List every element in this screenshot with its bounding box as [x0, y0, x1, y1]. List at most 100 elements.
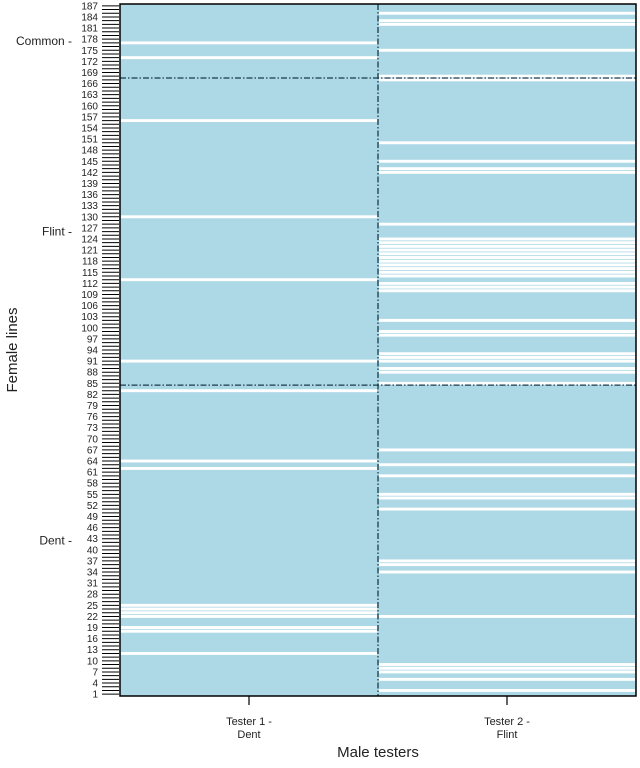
- missing-cell: [379, 259, 635, 263]
- y-tick-label: 43: [87, 534, 99, 545]
- missing-cell: [379, 670, 635, 674]
- missing-cell: [379, 474, 635, 478]
- y-tick-label: 163: [81, 90, 98, 101]
- y-tick-label: 100: [81, 323, 98, 334]
- y-tick-label: 25: [87, 601, 99, 612]
- y-tick-label: 142: [81, 168, 98, 179]
- missing-cell: [121, 459, 377, 463]
- y-tick-label: 70: [87, 434, 99, 445]
- y-tick-label: 7: [92, 667, 98, 678]
- y-tick-label: 181: [81, 24, 98, 35]
- y-tick-label: 40: [87, 545, 99, 556]
- y-tick-label: 175: [81, 46, 98, 57]
- y-tick-label: 148: [81, 146, 98, 157]
- y-tick-label: 28: [87, 590, 99, 601]
- missing-cell: [379, 74, 635, 78]
- missing-cell: [121, 389, 377, 393]
- y-tick-label: 118: [82, 257, 98, 268]
- missing-cell: [379, 19, 635, 23]
- missing-cell: [379, 463, 635, 467]
- y-tick-label: 55: [87, 490, 99, 501]
- y-tick-label: 19: [87, 623, 99, 634]
- y-tick-label: 34: [87, 568, 99, 579]
- y-tick-label: 136: [81, 190, 98, 201]
- missing-cell: [379, 333, 635, 337]
- missing-cell: [379, 141, 635, 145]
- missing-cell: [121, 466, 377, 470]
- missing-cell: [379, 355, 635, 359]
- y-tick-label: 127: [81, 223, 98, 234]
- missing-cell: [121, 119, 377, 123]
- missing-cell: [379, 281, 635, 285]
- group-label: Flint -: [42, 225, 72, 239]
- missing-cell: [379, 274, 635, 278]
- missing-cell: [121, 611, 377, 615]
- y-tick-label: 79: [87, 401, 99, 412]
- plot-frame: [119, 3, 637, 697]
- group-label: Common -: [16, 34, 72, 48]
- missing-cell: [379, 367, 635, 370]
- missing-cell: [379, 167, 635, 171]
- y-tick-label: 157: [81, 112, 98, 123]
- y-tick-label: 76: [87, 412, 99, 423]
- missing-cell: [379, 11, 635, 15]
- x-tick-label: Tester 1 -Dent: [226, 716, 272, 741]
- x-tick-label: Tester 2 -Flint: [484, 716, 530, 741]
- y-tick-label: 82: [87, 390, 99, 401]
- missing-cell: [379, 563, 635, 567]
- missing-cell: [379, 289, 635, 293]
- missing-cell: [379, 370, 635, 374]
- missing-cell: [379, 285, 635, 289]
- missing-cell: [379, 666, 635, 670]
- missing-cell: [379, 237, 635, 241]
- y-tick-label: 10: [87, 656, 99, 667]
- x-axis-title: Male testers: [337, 744, 419, 761]
- y-tick-label: 103: [81, 312, 98, 323]
- missing-cell: [379, 270, 635, 274]
- missing-cell: [121, 56, 377, 60]
- y-tick-label: 31: [87, 579, 99, 590]
- missing-cell: [379, 688, 635, 692]
- y-tick-label: 124: [81, 234, 98, 245]
- missing-cell: [379, 381, 635, 385]
- y-tick-label: 4: [92, 679, 98, 690]
- missing-cell: [379, 170, 635, 174]
- missing-cell: [379, 48, 635, 52]
- missing-cell: [121, 215, 377, 219]
- missing-cell: [379, 359, 635, 363]
- y-tick-label: 37: [87, 556, 99, 567]
- y-tick-label: 73: [87, 423, 99, 434]
- y-tick-label: 22: [87, 612, 99, 623]
- y-tick-label: 130: [81, 212, 98, 223]
- missing-cell: [379, 252, 635, 256]
- missing-cell: [121, 614, 377, 618]
- y-axis-title: Female lines: [4, 307, 21, 392]
- y-tick-label: 16: [87, 634, 99, 645]
- y-tick-label: 97: [87, 334, 99, 345]
- y-tick-label: 106: [81, 301, 98, 312]
- missing-cell: [379, 570, 635, 574]
- y-tick-label: 49: [87, 512, 99, 523]
- missing-cell: [379, 507, 635, 511]
- column-background-2: [378, 4, 636, 696]
- missing-cell: [379, 677, 635, 681]
- y-tick-label: 67: [87, 445, 99, 456]
- y-tick-label: 166: [81, 79, 98, 90]
- missing-cell: [121, 607, 377, 611]
- y-tick-label: 46: [87, 523, 99, 534]
- y-tick-label: 187: [81, 1, 98, 12]
- y-tick-label: 94: [87, 346, 99, 357]
- missing-cell: [121, 629, 377, 633]
- missing-cell: [379, 663, 635, 666]
- y-tick-label: 145: [81, 157, 98, 168]
- group-label: Dent -: [39, 534, 72, 548]
- y-tick-label: 61: [87, 468, 99, 479]
- y-tick-label: 64: [87, 457, 99, 468]
- y-tick-label: 169: [81, 68, 98, 79]
- y-tick-label: 115: [82, 268, 98, 279]
- y-tick-label: 91: [87, 357, 99, 368]
- y-tick-label: 154: [81, 123, 98, 134]
- missing-cell: [379, 448, 635, 452]
- missing-cell: [379, 614, 635, 618]
